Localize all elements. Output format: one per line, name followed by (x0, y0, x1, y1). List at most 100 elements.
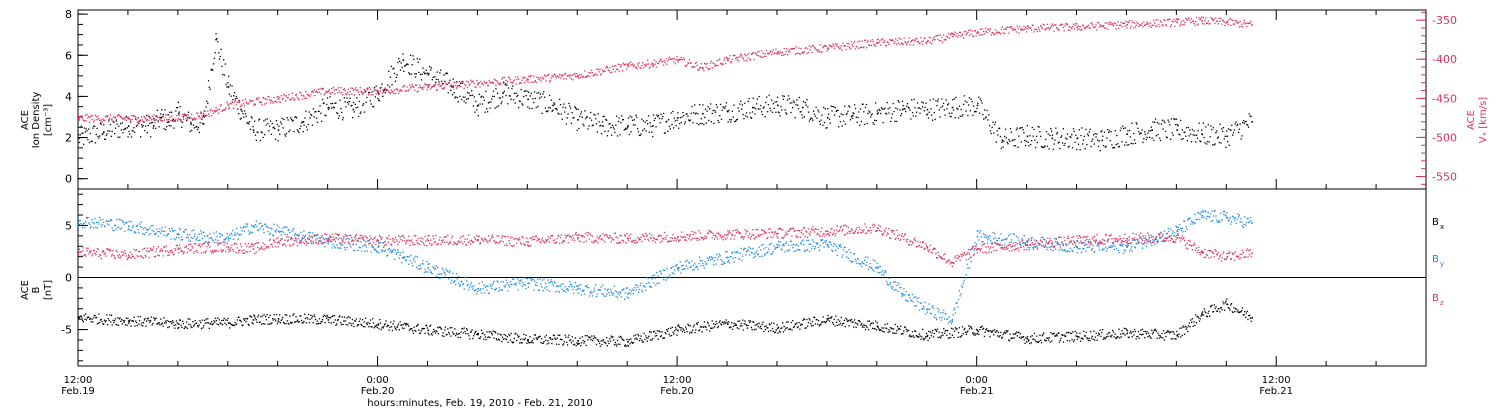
vx-series-point (570, 78, 573, 80)
bx-series-data-point (1226, 303, 1228, 306)
ion-density-series-data-point (901, 108, 904, 111)
bx-series-point (1112, 331, 1115, 333)
bx-series-point (1067, 331, 1069, 334)
ion-density-series-point (85, 128, 87, 130)
vx-series-point (390, 89, 392, 91)
vx-series-point (274, 100, 277, 102)
vx-series-point (895, 43, 898, 45)
vx-series-point (171, 118, 174, 120)
vx-series-point (1010, 26, 1012, 28)
ion-density-series-point (778, 112, 780, 114)
bx-series-point (1105, 336, 1108, 338)
ion-density-series-point (766, 111, 769, 113)
vx-series-point (233, 107, 235, 109)
ion-density-series-point (187, 111, 190, 113)
ion-density-series-point (83, 127, 86, 129)
vx-series-point (778, 53, 780, 55)
vx-series-point (296, 96, 298, 98)
by-series-point (206, 235, 208, 238)
vx-series-point (965, 34, 967, 36)
bx-series-point (362, 325, 364, 328)
vx-series-data-point (677, 59, 679, 61)
ion-density-series-data-point (78, 137, 80, 140)
ion-density-series-point (1237, 131, 1240, 133)
ion-density-series-point (399, 69, 402, 71)
vx-series-point (537, 76, 539, 79)
ion-density-series-point (984, 117, 987, 119)
ion-density-series-point (191, 129, 193, 131)
ion-density-series-point (1112, 147, 1114, 149)
bx-series-point (103, 319, 106, 321)
bx-series-point (755, 328, 757, 330)
bx-series-point (451, 326, 453, 329)
ion-density-series-point (764, 116, 766, 118)
bx-series-point (384, 323, 386, 325)
vx-series-point (1247, 22, 1250, 25)
ion-density-series-point (452, 78, 454, 80)
by-series-point (190, 236, 192, 239)
vx-series-point (395, 88, 397, 90)
vx-series-point (736, 59, 738, 61)
ion-density-series-point (859, 124, 861, 126)
vx-series-point (762, 52, 764, 54)
ion-density-series-point (1221, 130, 1224, 133)
vx-series-data-point (127, 117, 130, 120)
by-series-point (249, 232, 251, 234)
bx-series-point (930, 335, 932, 337)
bx-series-point (850, 318, 853, 321)
bx-series-point (1158, 334, 1160, 336)
vx-series-point (1161, 24, 1163, 26)
ion-density-series-point (449, 79, 451, 81)
bx-series-point (497, 333, 499, 335)
bx-series-point (153, 317, 155, 319)
vx-series-point (311, 90, 314, 92)
ion-density-series-point (701, 123, 703, 125)
bx-series-point (600, 340, 602, 342)
bx-series-point (99, 321, 101, 324)
ion-density-series-point (936, 104, 938, 107)
vx-series-point (456, 87, 458, 89)
ion-density-series-point (362, 104, 364, 106)
vx-series-point (782, 54, 785, 56)
ion-density-series-point (1242, 120, 1245, 122)
ion-density-series-point (1098, 140, 1100, 142)
bx-series-point (1114, 333, 1116, 335)
bx-series-point (595, 337, 597, 339)
bx-series-point (171, 320, 174, 322)
ion-density-series-point (645, 130, 647, 132)
vx-series-point (918, 42, 920, 44)
vx-series-point (515, 83, 517, 85)
bx-series-point (689, 325, 691, 327)
vx-series-point (766, 49, 768, 52)
by-series-point (394, 249, 397, 251)
bx-series-point (882, 327, 885, 329)
ion-density-series-point (342, 119, 344, 121)
bx-series-point (769, 324, 771, 326)
ion-density-series-point (604, 130, 606, 133)
bx-series-point (1221, 309, 1223, 311)
bx-series-point (1187, 330, 1189, 333)
bx-series-point (1022, 336, 1024, 338)
ion-density-series-point (109, 124, 112, 126)
vx-series-point (625, 63, 627, 65)
vx-series-point (711, 67, 713, 69)
bx-series-point (831, 316, 833, 318)
bx-series-point (1122, 333, 1124, 335)
vx-series-point (1211, 18, 1213, 20)
ion-density-series-point (865, 103, 868, 106)
vx-series-point (101, 121, 103, 123)
vx-series-point (843, 45, 845, 47)
bx-series-point (1131, 336, 1133, 338)
vx-series-point (811, 51, 813, 54)
ion-density-series-point (429, 66, 431, 68)
bx-series-point (948, 337, 950, 339)
bx-series-point (555, 343, 558, 345)
vx-series-point (1249, 22, 1251, 24)
bx-series-point (401, 327, 404, 329)
vx-series-point (1216, 20, 1218, 23)
ion-density-series-point (869, 111, 871, 113)
vx-series-point (256, 97, 258, 99)
ion-density-series-point (961, 115, 963, 117)
bx-series-point (1033, 338, 1035, 340)
vx-series-point (1087, 24, 1090, 26)
